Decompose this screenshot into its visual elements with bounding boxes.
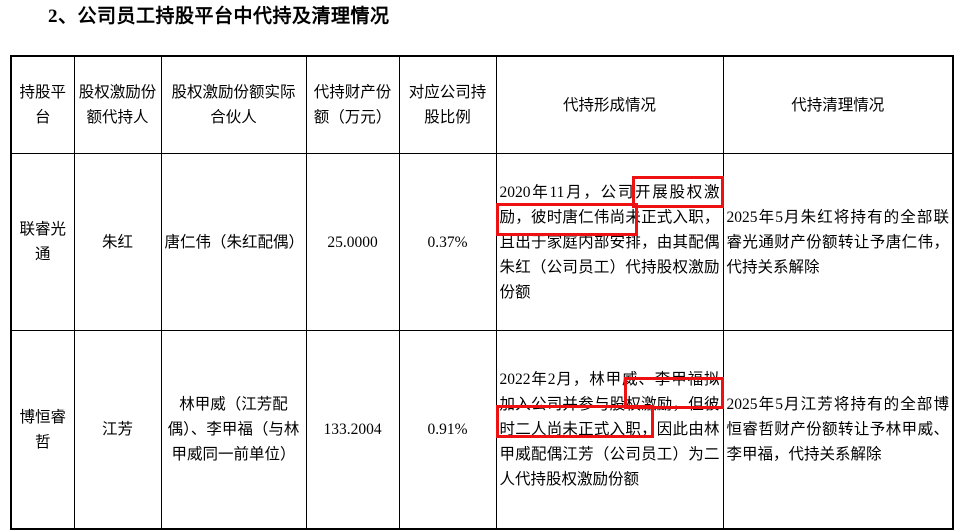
header-cleanup: 代持清理情况 [722, 55, 954, 154]
header-formation: 代持形成情况 [495, 55, 724, 154]
cell-nominee: 江芳 [73, 330, 162, 530]
header-nominee: 股权激励份额代持人 [73, 55, 162, 154]
page-heading: 2、公司员工持股平台中代持及清理情况 [48, 2, 390, 32]
cell-actual-partner: 林甲威（江芳配偶）、李甲福（与林甲威同一前单位） [160, 330, 307, 530]
cell-platform: 联睿光通 [10, 153, 75, 331]
cell-cleanup: 2025年5月江芳将持有的全部博恒睿哲财产份额转让予林甲威、李甲福，代持关系解除 [722, 330, 954, 530]
shareholding-table: 持股平台 股权激励份额代持人 股权激励份额实际合伙人 代持财产份额（万元） 对应… [10, 55, 954, 530]
header-actual-partner: 股权激励份额实际合伙人 [160, 55, 307, 154]
table-row: 博恒睿哲 江芳 林甲威（江芳配偶）、李甲福（与林甲威同一前单位） 133.200… [10, 330, 954, 530]
heading-number: 2、 [48, 6, 78, 27]
cell-formation: 2022年2月，林甲威、李甲福拟加入公司并参与股权激励，但彼时二人尚未正式入职，… [495, 330, 724, 530]
header-platform: 持股平台 [10, 55, 75, 154]
cell-amount: 25.0000 [305, 153, 400, 331]
table-row: 联睿光通 朱红 唐仁伟（朱红配偶） 25.0000 0.37% 2020年11月… [10, 153, 954, 331]
cell-cleanup: 2025年5月朱红将持有的全部联睿光通财产份额转让予唐仁伟，代持关系解除 [722, 153, 954, 331]
header-ratio: 对应公司持股比例 [398, 55, 497, 154]
cell-ratio: 0.37% [398, 153, 497, 331]
cell-platform: 博恒睿哲 [10, 330, 75, 530]
cell-amount: 133.2004 [305, 330, 400, 530]
heading-text: 公司员工持股平台中代持及清理情况 [77, 6, 390, 27]
header-row: 持股平台 股权激励份额代持人 股权激励份额实际合伙人 代持财产份额（万元） 对应… [10, 55, 954, 154]
cell-actual-partner: 唐仁伟（朱红配偶） [160, 153, 307, 331]
cell-nominee: 朱红 [73, 153, 162, 331]
cell-ratio: 0.91% [398, 330, 497, 530]
header-amount: 代持财产份额（万元） [305, 55, 400, 154]
cell-formation: 2020年11月，公司开展股权激励，彼时唐仁伟尚未正式入职，且出于家庭内部安排，… [495, 153, 724, 331]
table-header: 持股平台 股权激励份额代持人 股权激励份额实际合伙人 代持财产份额（万元） 对应… [10, 55, 954, 154]
table-body: 联睿光通 朱红 唐仁伟（朱红配偶） 25.0000 0.37% 2020年11月… [10, 153, 954, 530]
shareholding-table-container: 持股平台 股权激励份额代持人 股权激励份额实际合伙人 代持财产份额（万元） 对应… [10, 55, 954, 530]
